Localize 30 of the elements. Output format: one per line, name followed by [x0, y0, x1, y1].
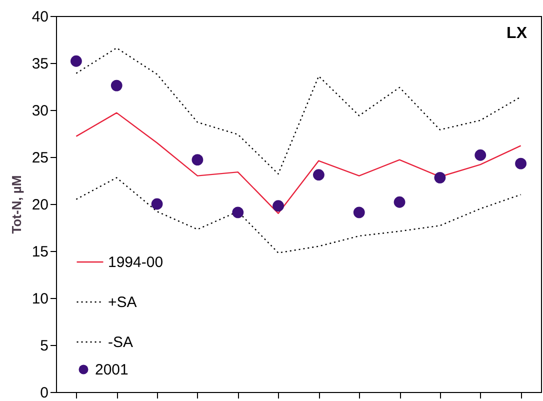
- y-tick-label: 5: [40, 338, 48, 354]
- point: [272, 200, 284, 212]
- point: [192, 154, 204, 166]
- line-series: [76, 177, 522, 254]
- text: LX: [506, 25, 528, 42]
- line-series: [76, 112, 522, 214]
- y-tick-label: 25: [32, 150, 48, 166]
- point: [313, 169, 324, 181]
- point: [110, 80, 122, 92]
- point: [70, 55, 82, 67]
- point: [434, 172, 446, 184]
- y-tick-label: 35: [32, 56, 48, 72]
- legend-label: -SA: [108, 334, 134, 351]
- y-tick-label: 20: [32, 196, 48, 214]
- y-tick-label: 30: [32, 102, 48, 120]
- legend-label: 1994-00: [108, 254, 164, 271]
- point: [515, 158, 526, 170]
- y-tick-label: 10: [32, 290, 48, 308]
- line-series: [76, 47, 522, 175]
- y-axis-title: Tot-N, µM: [8, 175, 24, 234]
- y-tick-label: 0: [40, 384, 48, 401]
- point: [394, 196, 406, 208]
- point: [474, 149, 486, 161]
- y-tick-label: 40: [32, 8, 48, 26]
- point: [151, 198, 163, 210]
- point: [232, 206, 244, 218]
- y-tick-label: 15: [32, 244, 48, 260]
- point: [353, 206, 365, 218]
- legend-label: +SA: [108, 294, 137, 311]
- legend-label: 2001: [95, 362, 128, 378]
